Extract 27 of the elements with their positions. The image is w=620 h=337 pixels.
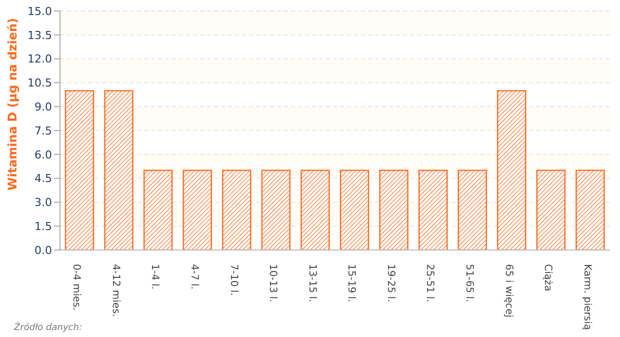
y-axis-title: Witamina D (µg na dzień) [5, 18, 20, 190]
y-tick-label: 3.0 [34, 196, 52, 210]
x-tick-label: 10-13 l. [267, 264, 278, 302]
y-tick-label: 9.0 [34, 100, 52, 114]
x-tick-label: Karm. piersią [581, 264, 592, 330]
y-tick-label: 1.5 [34, 220, 52, 234]
x-tick-label: 1-4 l. [149, 264, 160, 290]
x-tick-label: 19-25 l. [384, 264, 396, 302]
x-tick-label: 51-65 l. [464, 264, 474, 302]
text: Źródło danych: [14, 323, 82, 333]
y-tick-label: 0.0 [34, 244, 52, 257]
y-tick-label: 7.5 [34, 124, 52, 138]
x-tick-label: 13-15 l. [306, 264, 318, 302]
y-tick-label: 15.0 [28, 4, 52, 18]
y-tick-label: 12.0 [28, 52, 52, 66]
x-tick-label: 4-12 mies. [110, 264, 121, 317]
x-tick-label: 25-51 l. [424, 264, 436, 302]
x-tick-label: 65 i więcej [502, 264, 514, 318]
y-tick-label: 6.0 [34, 148, 52, 162]
x-tick-label: 15-19 l. [346, 264, 357, 302]
y-tick-label: 13.5 [28, 28, 52, 42]
x-tick-label: 7-10 l. [228, 264, 239, 296]
x-tick-label: Ciąża [542, 264, 554, 292]
y-tick-label: 4.5 [34, 172, 52, 186]
x-tick-label: 0-4 mies. [70, 264, 82, 311]
x-tick-label: 4-7 l. [188, 264, 200, 290]
y-tick-label: 10.5 [28, 76, 52, 90]
